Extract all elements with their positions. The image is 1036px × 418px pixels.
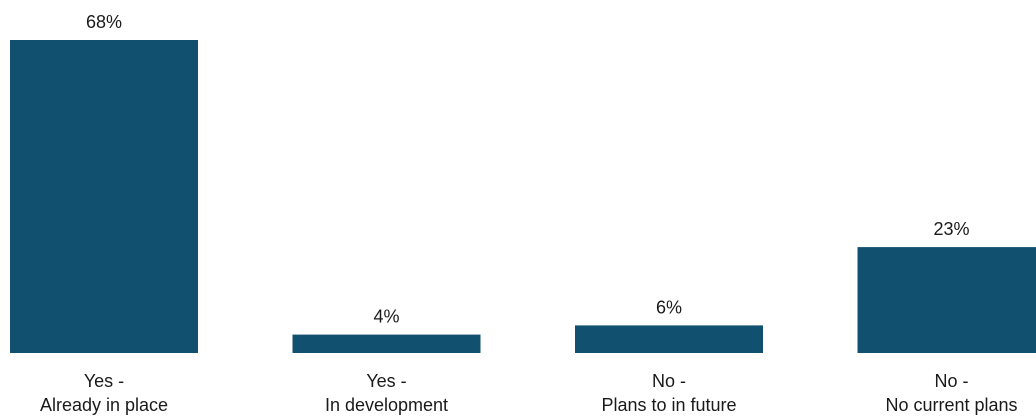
category-label-line: Yes - — [366, 371, 406, 391]
bar-3 — [575, 325, 763, 353]
category-label-line: No - — [652, 371, 686, 391]
category-label-line: Yes - — [84, 371, 124, 391]
value-label-2: 4% — [373, 307, 399, 327]
bar-4 — [857, 247, 1036, 353]
category-label-1: Yes - Already in place — [40, 371, 168, 415]
value-label-1: 68% — [86, 12, 122, 32]
category-label-4: No - No current plans — [885, 371, 1017, 415]
category-label-3: No - Plans to in future — [601, 371, 736, 415]
bar-1 — [10, 40, 198, 353]
value-labels: 68% 4% 6% 23% — [86, 12, 970, 327]
category-label-2: Yes - In development — [325, 371, 448, 415]
category-label-line: In development — [325, 395, 448, 415]
category-labels: Yes - Already in place Yes - In development… — [40, 371, 1018, 415]
category-label-line: Already in place — [40, 395, 168, 415]
value-label-3: 6% — [656, 297, 682, 317]
category-label-line: Plans to in future — [601, 395, 736, 415]
category-label-line: No - — [934, 371, 968, 391]
bar-2 — [292, 334, 481, 353]
category-label-line: No current plans — [885, 395, 1017, 415]
value-label-4: 23% — [933, 219, 969, 239]
bars — [10, 40, 1036, 353]
